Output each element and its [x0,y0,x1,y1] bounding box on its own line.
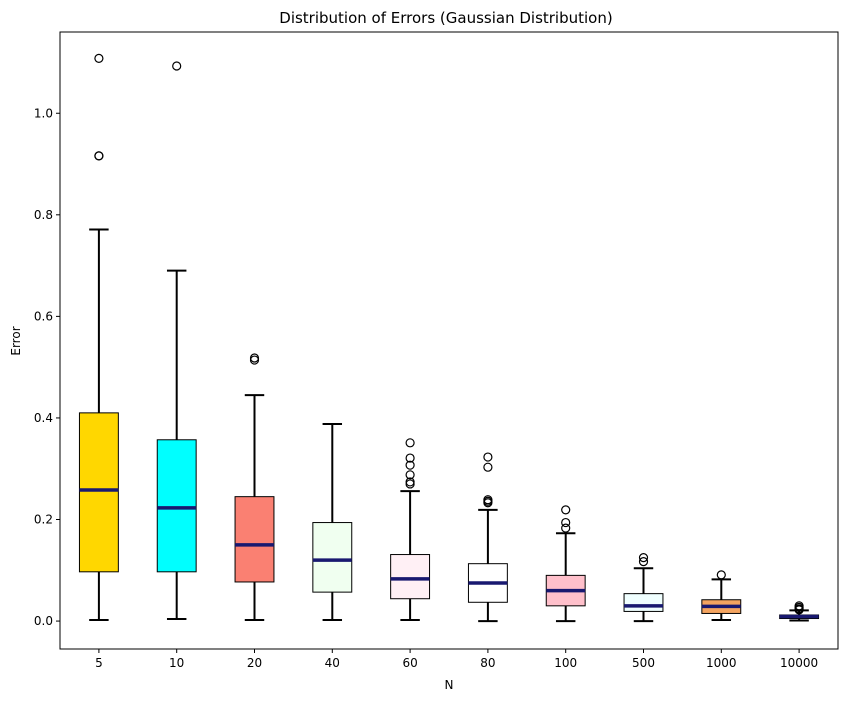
outlier-point [405,470,415,480]
y-tick-label: 0.2 [34,513,53,527]
outlier-point [405,438,415,448]
outlier-point [172,61,182,71]
x-tick-label: 80 [480,656,495,670]
outlier-point [249,355,260,365]
outlier-point [483,452,493,462]
y-tick-label: 0.0 [34,614,53,628]
box-60 [390,554,431,600]
box-500 [623,593,664,612]
x-tick-label: 1000 [706,656,737,670]
y-tick-label: 0.6 [34,309,53,323]
y-tick-label: 0.8 [34,208,53,222]
plot-frame [59,31,839,650]
x-tick-label: 20 [247,656,262,670]
outlier-point [405,460,415,470]
outlier-point [405,479,415,489]
outlier-point [561,505,571,515]
box-5 [78,412,119,573]
x-tick-label: 40 [325,656,340,670]
x-tick-label: 10000 [780,656,818,670]
chart-title: Distribution of Errors (Gaussian Distrib… [279,9,612,27]
plot-area: 0.0 0.2 0.4 0.6 0.8 1.0 5 10 20 40 60 80 100 500 1000 1… [34,53,820,670]
outlier-point [94,151,104,161]
outlier-point [716,570,726,580]
outlier-point [638,552,649,563]
outlier-point [483,498,493,508]
outlier-point [94,53,104,64]
x-tick-label: 100 [554,656,577,670]
outlier-point [561,523,571,533]
outlier-point [483,462,493,472]
x-axis-label: N [445,678,454,692]
box-40 [312,522,353,593]
y-tick-label: 0.4 [34,411,53,425]
box-20 [234,496,275,583]
outlier-point [794,605,804,615]
outlier-point [638,557,649,567]
outlier-point [561,517,571,528]
y-axis-label: Error [9,326,23,355]
x-tick-label: 500 [632,656,655,670]
outlier-point [405,453,415,463]
box-10 [156,439,197,573]
x-tick-label: 10 [169,656,184,670]
y-tick-label: 1.0 [34,106,53,120]
x-tick-label: 5 [95,656,103,670]
x-tick-label: 60 [402,656,417,670]
